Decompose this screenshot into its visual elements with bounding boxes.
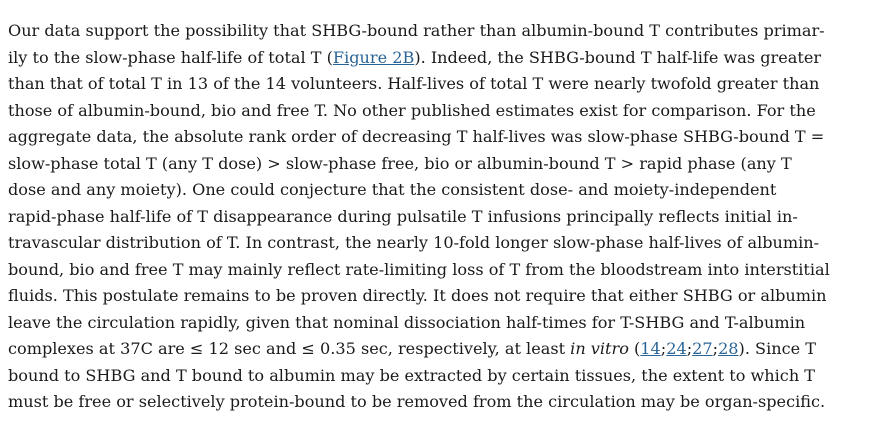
body-paragraph: Our data support the possibility that SH… (8, 18, 861, 416)
reference-link-27[interactable]: 27 (692, 339, 713, 358)
text-line-2: ily to the slow-phase half-life of total… (8, 45, 861, 72)
text-segment: complexes at 37C are ≤ 12 sec and ≤ 0.35… (8, 339, 571, 358)
text-line-12: leave the circulation rapidly, given tha… (8, 312, 806, 332)
text-line-6: slow-phase total T (any T dose) > slow-p… (8, 153, 792, 173)
text-segment: ). Since T (738, 339, 816, 358)
reference-link-24[interactable]: 24 (666, 339, 687, 358)
text-line-13: complexes at 37C are ≤ 12 sec and ≤ 0.35… (8, 336, 861, 363)
ref-separator: ; (712, 339, 719, 358)
reference-link-14[interactable]: 14 (640, 339, 661, 358)
text-line-1: Our data support the possibility that SH… (8, 21, 825, 40)
text-line-7: dose and any moiety). One could conjectu… (8, 180, 777, 199)
text-segment: ily to the slow-phase half-life of total… (8, 47, 333, 67)
text-line-3: than that of total T in 13 of the 14 vol… (8, 74, 820, 93)
text-line-10: bound, bio and free T may mainly reflect… (8, 259, 830, 279)
reference-link-28[interactable]: 28 (718, 339, 739, 358)
ref-separator: ; (660, 339, 667, 358)
text-line-9: travascular distribution of T. In contra… (8, 233, 820, 252)
figure-2b-link[interactable]: Figure 2B (332, 47, 415, 67)
text-line-11: fluids. This postulate remains to be pro… (8, 286, 827, 305)
ref-separator: ; (686, 339, 693, 358)
text-line-4: those of albumin-bound, bio and free T. … (8, 100, 816, 120)
text-line-14: bound to SHBG and T bound to albumin may… (8, 365, 816, 385)
text-line-15: must be free or selectively protein-boun… (8, 392, 826, 411)
text-segment: ). Indeed, the SHBG-bound T half-life wa… (414, 47, 822, 67)
text-line-8: rapid-phase half-life of T disappearance… (8, 206, 798, 226)
text-line-5: aggregate data, the absolute rank order … (8, 127, 825, 146)
italic-in-vitro: in vitro (570, 339, 629, 358)
text-segment: ( (628, 339, 641, 358)
